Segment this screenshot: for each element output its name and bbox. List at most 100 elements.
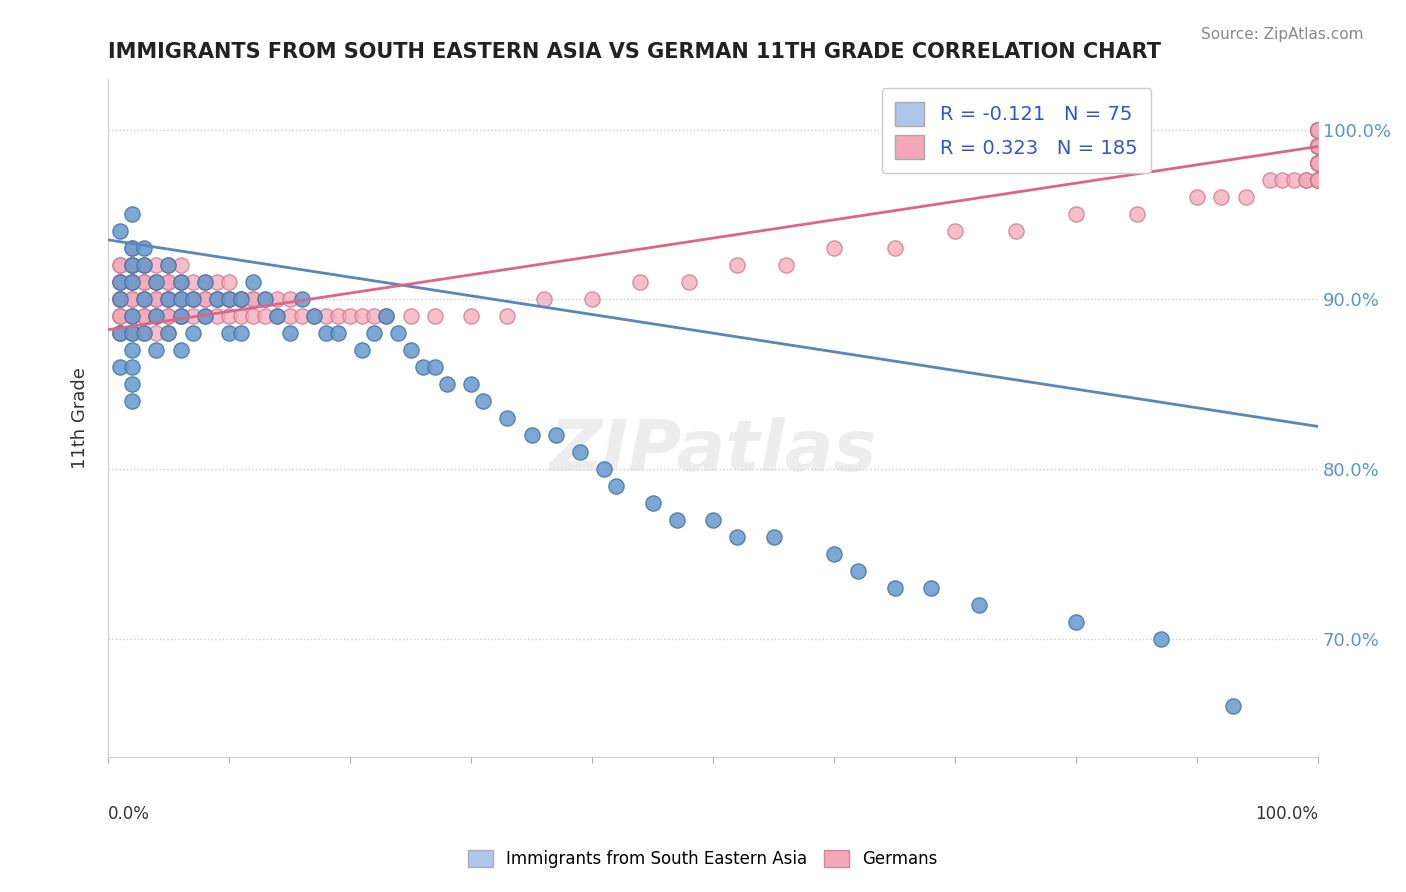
Legend: Immigrants from South Eastern Asia, Germans: Immigrants from South Eastern Asia, Germ… (461, 843, 945, 875)
Point (134, 258, 156, 272)
Point (302, 309, 325, 323)
Point (121, 241, 143, 255)
Point (145, 292, 167, 306)
Point (108, 309, 131, 323)
Point (181, 309, 204, 323)
Point (291, 292, 314, 306)
Point (145, 309, 167, 323)
Point (460, 309, 482, 323)
Point (145, 326, 167, 340)
Point (823, 241, 845, 255)
Point (169, 309, 191, 323)
Point (1308, 122, 1330, 136)
Point (108, 309, 131, 323)
Point (969, 598, 991, 612)
Point (1308, 139, 1330, 153)
Point (134, 292, 156, 306)
Point (108, 292, 131, 306)
Point (581, 292, 603, 306)
Point (266, 292, 288, 306)
Point (205, 275, 228, 289)
Point (108, 292, 131, 306)
Point (121, 241, 143, 255)
Point (846, 564, 869, 578)
Point (121, 258, 143, 272)
Point (1308, 122, 1330, 136)
Point (145, 309, 167, 323)
Point (883, 581, 905, 595)
Point (157, 326, 180, 340)
Point (145, 309, 167, 323)
Point (1308, 139, 1330, 153)
Point (460, 377, 482, 392)
Point (194, 275, 217, 289)
Point (423, 309, 446, 323)
Point (1308, 122, 1330, 136)
Point (229, 292, 252, 306)
Point (181, 292, 204, 306)
Point (108, 326, 131, 340)
Point (145, 275, 167, 289)
Point (181, 292, 204, 306)
Point (121, 309, 143, 323)
Point (1308, 173, 1330, 187)
Point (326, 309, 349, 323)
Point (1308, 122, 1330, 136)
Point (169, 275, 191, 289)
Point (169, 292, 191, 306)
Point (883, 241, 905, 255)
Point (702, 513, 724, 527)
Point (436, 377, 458, 392)
Point (762, 530, 785, 544)
Point (1308, 139, 1330, 153)
Point (1211, 190, 1233, 204)
Point (121, 275, 143, 289)
Point (1308, 122, 1330, 136)
Point (593, 462, 616, 476)
Point (218, 275, 240, 289)
Point (412, 360, 434, 375)
Point (229, 326, 252, 340)
Point (134, 258, 156, 272)
Point (1308, 139, 1330, 153)
Point (1308, 122, 1330, 136)
Point (121, 360, 143, 375)
Point (1308, 156, 1330, 170)
Point (1125, 207, 1147, 221)
Point (254, 292, 277, 306)
Point (181, 275, 204, 289)
Point (134, 326, 156, 340)
Point (1308, 173, 1330, 187)
Point (169, 275, 191, 289)
Point (194, 292, 217, 306)
Point (1308, 173, 1330, 187)
Point (205, 292, 228, 306)
Point (1308, 139, 1330, 153)
Point (266, 309, 288, 323)
Point (568, 445, 591, 459)
Point (352, 309, 374, 323)
Point (229, 309, 252, 323)
Text: 0.0%: 0.0% (108, 805, 150, 823)
Point (157, 292, 180, 306)
Point (1308, 156, 1330, 170)
Point (1222, 699, 1244, 714)
Point (1185, 190, 1208, 204)
Point (134, 275, 156, 289)
Point (641, 496, 664, 510)
Point (1308, 122, 1330, 136)
Point (725, 530, 748, 544)
Point (218, 326, 240, 340)
Point (134, 309, 156, 323)
Point (363, 326, 385, 340)
Point (1308, 122, 1330, 136)
Point (943, 224, 966, 238)
Point (194, 309, 217, 323)
Point (121, 258, 143, 272)
Point (169, 275, 191, 289)
Point (1308, 122, 1330, 136)
Text: 100.0%: 100.0% (1256, 805, 1319, 823)
Point (121, 292, 143, 306)
Point (229, 292, 252, 306)
Point (157, 309, 180, 323)
